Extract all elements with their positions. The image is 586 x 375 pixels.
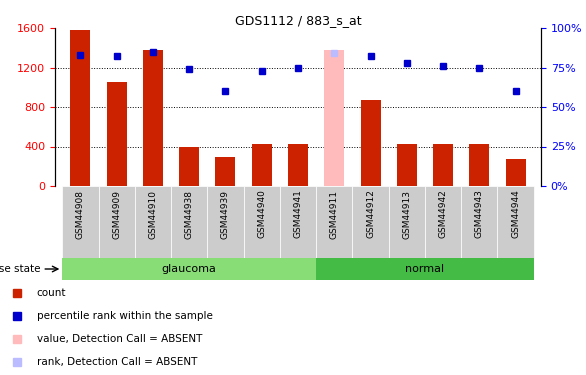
Text: GSM44939: GSM44939 <box>221 190 230 238</box>
Bar <box>352 186 389 258</box>
Text: GSM44938: GSM44938 <box>185 190 194 238</box>
Text: GSM44941: GSM44941 <box>294 190 302 238</box>
Text: disease state: disease state <box>0 264 40 274</box>
Bar <box>433 144 453 186</box>
Bar <box>244 186 280 258</box>
Bar <box>143 50 163 186</box>
Text: GSM44913: GSM44913 <box>403 190 411 238</box>
Text: normal: normal <box>406 264 445 274</box>
Text: glaucoma: glaucoma <box>162 264 217 274</box>
Text: value, Detection Call = ABSENT: value, Detection Call = ABSENT <box>37 333 202 344</box>
Bar <box>498 186 534 258</box>
Bar <box>207 186 244 258</box>
Bar <box>360 100 380 186</box>
Bar <box>425 186 461 258</box>
Text: GSM44911: GSM44911 <box>330 190 339 238</box>
Text: percentile rank within the sample: percentile rank within the sample <box>37 310 213 321</box>
Text: GSM44943: GSM44943 <box>475 190 484 238</box>
Bar <box>324 50 344 186</box>
Text: GSM44909: GSM44909 <box>112 190 121 238</box>
Bar <box>70 30 90 186</box>
Bar <box>62 258 316 280</box>
Bar <box>62 186 98 258</box>
Bar <box>288 144 308 186</box>
Bar <box>216 158 236 186</box>
Text: rank, Detection Call = ABSENT: rank, Detection Call = ABSENT <box>37 357 197 366</box>
Bar <box>135 186 171 258</box>
Text: GSM44944: GSM44944 <box>511 190 520 238</box>
Text: GSM44912: GSM44912 <box>366 190 375 238</box>
Text: GSM44942: GSM44942 <box>438 190 448 238</box>
Bar <box>171 186 207 258</box>
Text: GSM44908: GSM44908 <box>76 190 85 238</box>
Bar <box>252 144 272 186</box>
Bar <box>280 186 316 258</box>
Bar <box>506 159 526 186</box>
Text: GSM44910: GSM44910 <box>148 190 158 238</box>
Title: GDS1112 / 883_s_at: GDS1112 / 883_s_at <box>234 14 362 27</box>
Bar <box>316 186 352 258</box>
Bar <box>107 82 127 186</box>
Bar <box>389 186 425 258</box>
Bar <box>397 144 417 186</box>
Bar <box>316 258 534 280</box>
Text: GSM44940: GSM44940 <box>257 190 266 238</box>
Text: count: count <box>37 288 66 298</box>
Bar <box>461 186 498 258</box>
Bar <box>469 144 489 186</box>
Bar <box>179 147 199 186</box>
Bar <box>98 186 135 258</box>
